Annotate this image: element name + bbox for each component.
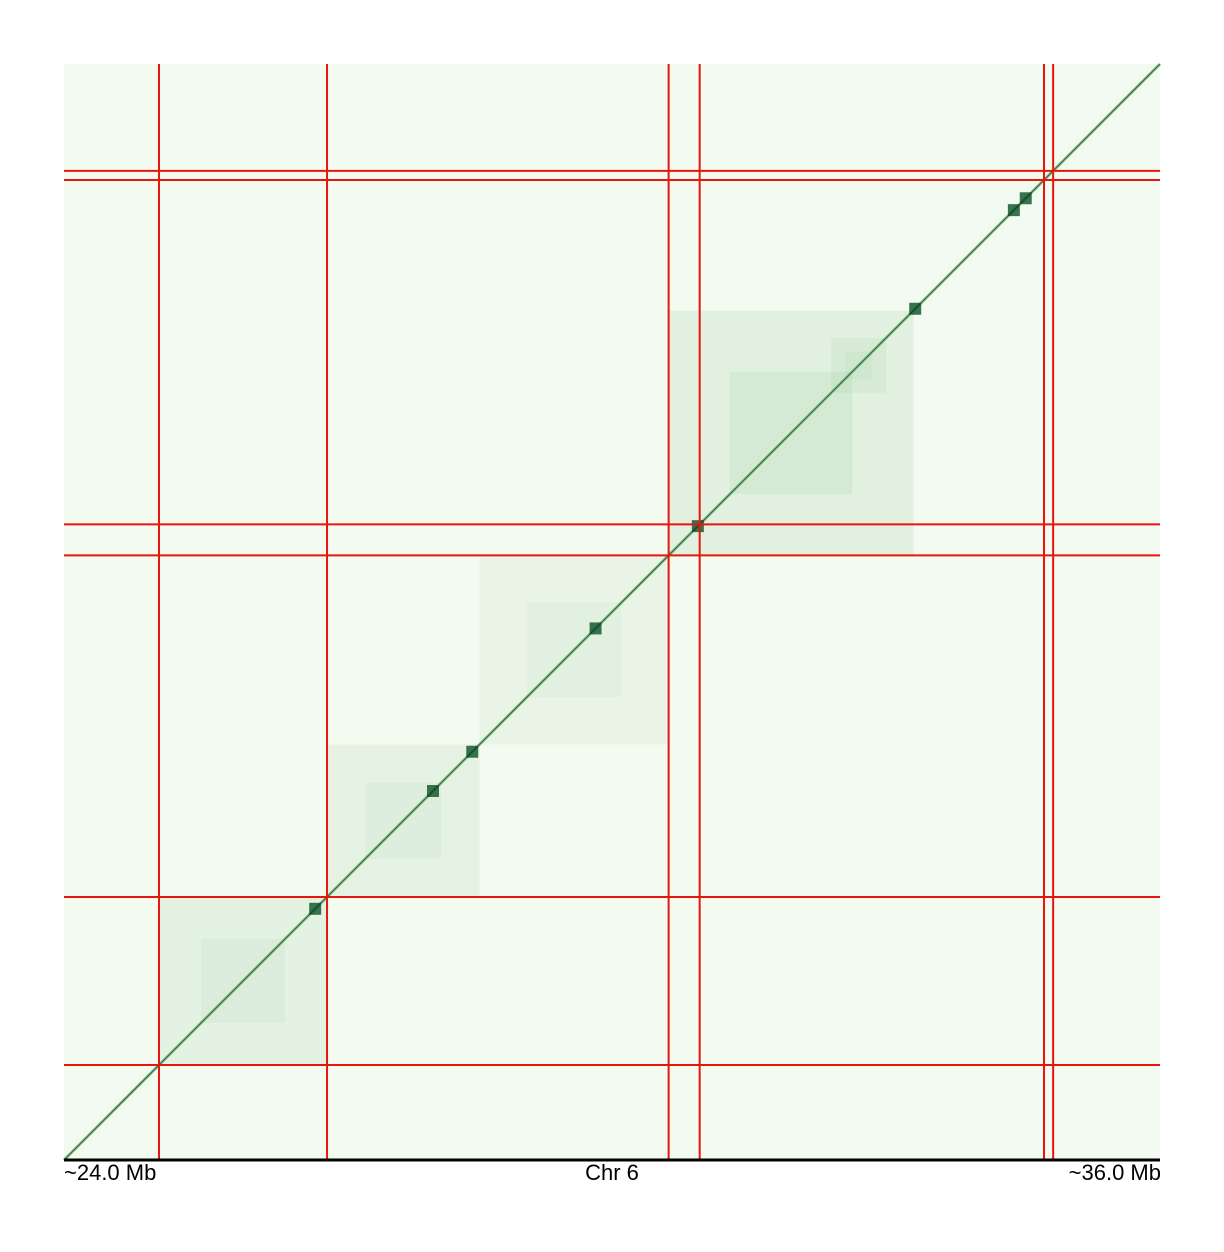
contact-dot	[1019, 192, 1032, 205]
axis-start-label: ~24.0 Mb	[64, 1160, 157, 1185]
contact-dot	[466, 745, 479, 758]
diagonal-core-line	[63, 63, 1161, 1161]
axis-end-label: ~36.0 Mb	[1068, 1160, 1161, 1185]
contact-dot	[909, 302, 922, 315]
chromosome-label: Chr 6	[585, 1160, 639, 1185]
contact-dot	[589, 622, 602, 635]
contact-dot	[1007, 204, 1020, 217]
contact-dot	[691, 520, 704, 533]
diagonal-contacts	[62, 62, 1162, 1162]
contact-dot	[309, 902, 322, 915]
boundary-lines	[64, 64, 1160, 1160]
contact-dot	[426, 785, 439, 798]
